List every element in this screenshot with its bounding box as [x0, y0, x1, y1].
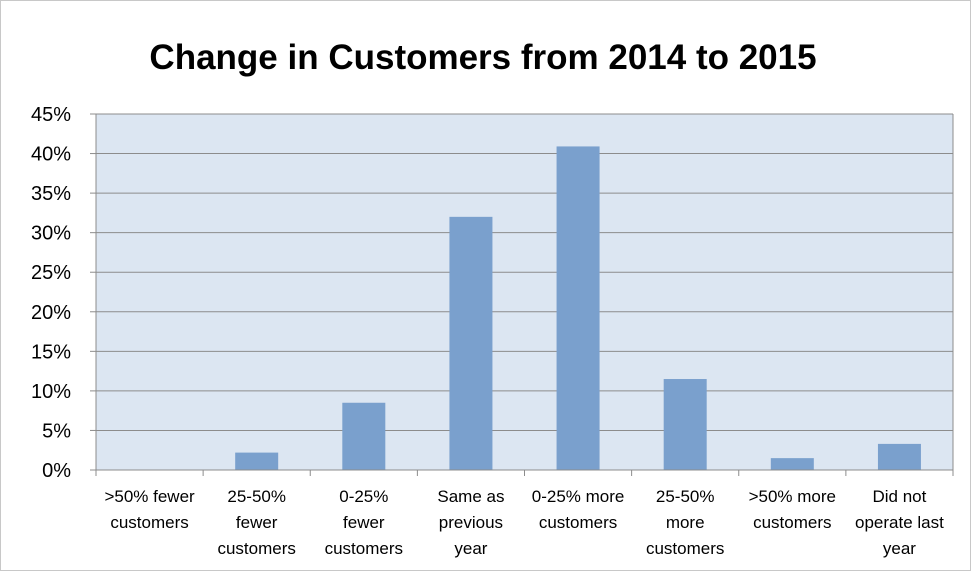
x-category-label: Same as previous year — [437, 487, 504, 558]
x-category-label-line: fewer — [236, 513, 278, 532]
bar — [235, 452, 279, 470]
bar — [663, 379, 707, 470]
y-tick-label: 0% — [42, 460, 71, 482]
x-category-label: >50% more customers — [749, 487, 836, 532]
y-tick-label: 40% — [31, 144, 71, 166]
bar — [877, 443, 921, 470]
x-category-label: 25-50% more customers — [646, 487, 724, 558]
bar — [342, 402, 386, 470]
x-category-label-line: fewer — [343, 513, 385, 532]
y-axis-tick-labels: 0% 5% 10% 15% 20% 25% 30% 35% 40% 45% — [31, 104, 96, 482]
x-category-label-line: year — [454, 539, 487, 558]
y-tick-label: 45% — [31, 104, 71, 126]
x-category-label: 0-25% fewer customers — [325, 487, 403, 558]
x-category-label-line: more — [666, 513, 705, 532]
bar — [770, 458, 814, 470]
bar — [556, 146, 600, 471]
x-category-label-line: previous — [439, 513, 503, 532]
x-category-label-line: 25-50% — [656, 487, 715, 506]
x-category-label-line: >50% more — [749, 487, 836, 506]
x-category-label-line: >50% fewer — [104, 487, 195, 506]
y-tick-label: 10% — [31, 381, 71, 403]
bar — [449, 216, 493, 470]
y-tick-label: 30% — [31, 223, 71, 245]
chart-title: Change in Customers from 2014 to 2015 — [149, 38, 816, 77]
x-category-label-line: operate last — [855, 513, 944, 532]
y-tick-label: 15% — [31, 341, 71, 363]
y-tick-label: 25% — [31, 262, 71, 284]
x-category-label-line: customers — [753, 513, 831, 532]
x-category-label-line: Same as — [437, 487, 504, 506]
x-category-label-line: customers — [217, 539, 295, 558]
x-category-label-line: year — [883, 539, 916, 558]
x-category-label: 25-50% fewer customers — [217, 487, 295, 558]
x-category-label: 0-25% more customers — [532, 487, 625, 532]
plot-area — [96, 114, 953, 470]
x-category-label-line: 0-25% — [339, 487, 388, 506]
x-category-label-line: 25-50% — [227, 487, 286, 506]
y-tick-label: 35% — [31, 183, 71, 205]
x-category-label-line: customers — [539, 513, 617, 532]
x-category-label: >50% fewer customers — [104, 487, 195, 532]
x-category-label-line: Did not — [873, 487, 927, 506]
x-category-label-line: 0-25% more — [532, 487, 625, 506]
y-tick-label: 5% — [42, 420, 71, 442]
x-category-label-line: customers — [110, 513, 188, 532]
y-tick-label: 20% — [31, 302, 71, 324]
x-category-label-line: customers — [646, 539, 724, 558]
x-category-label: Did not operate last year — [855, 487, 944, 558]
bars — [235, 146, 921, 471]
x-category-label-line: customers — [325, 539, 403, 558]
